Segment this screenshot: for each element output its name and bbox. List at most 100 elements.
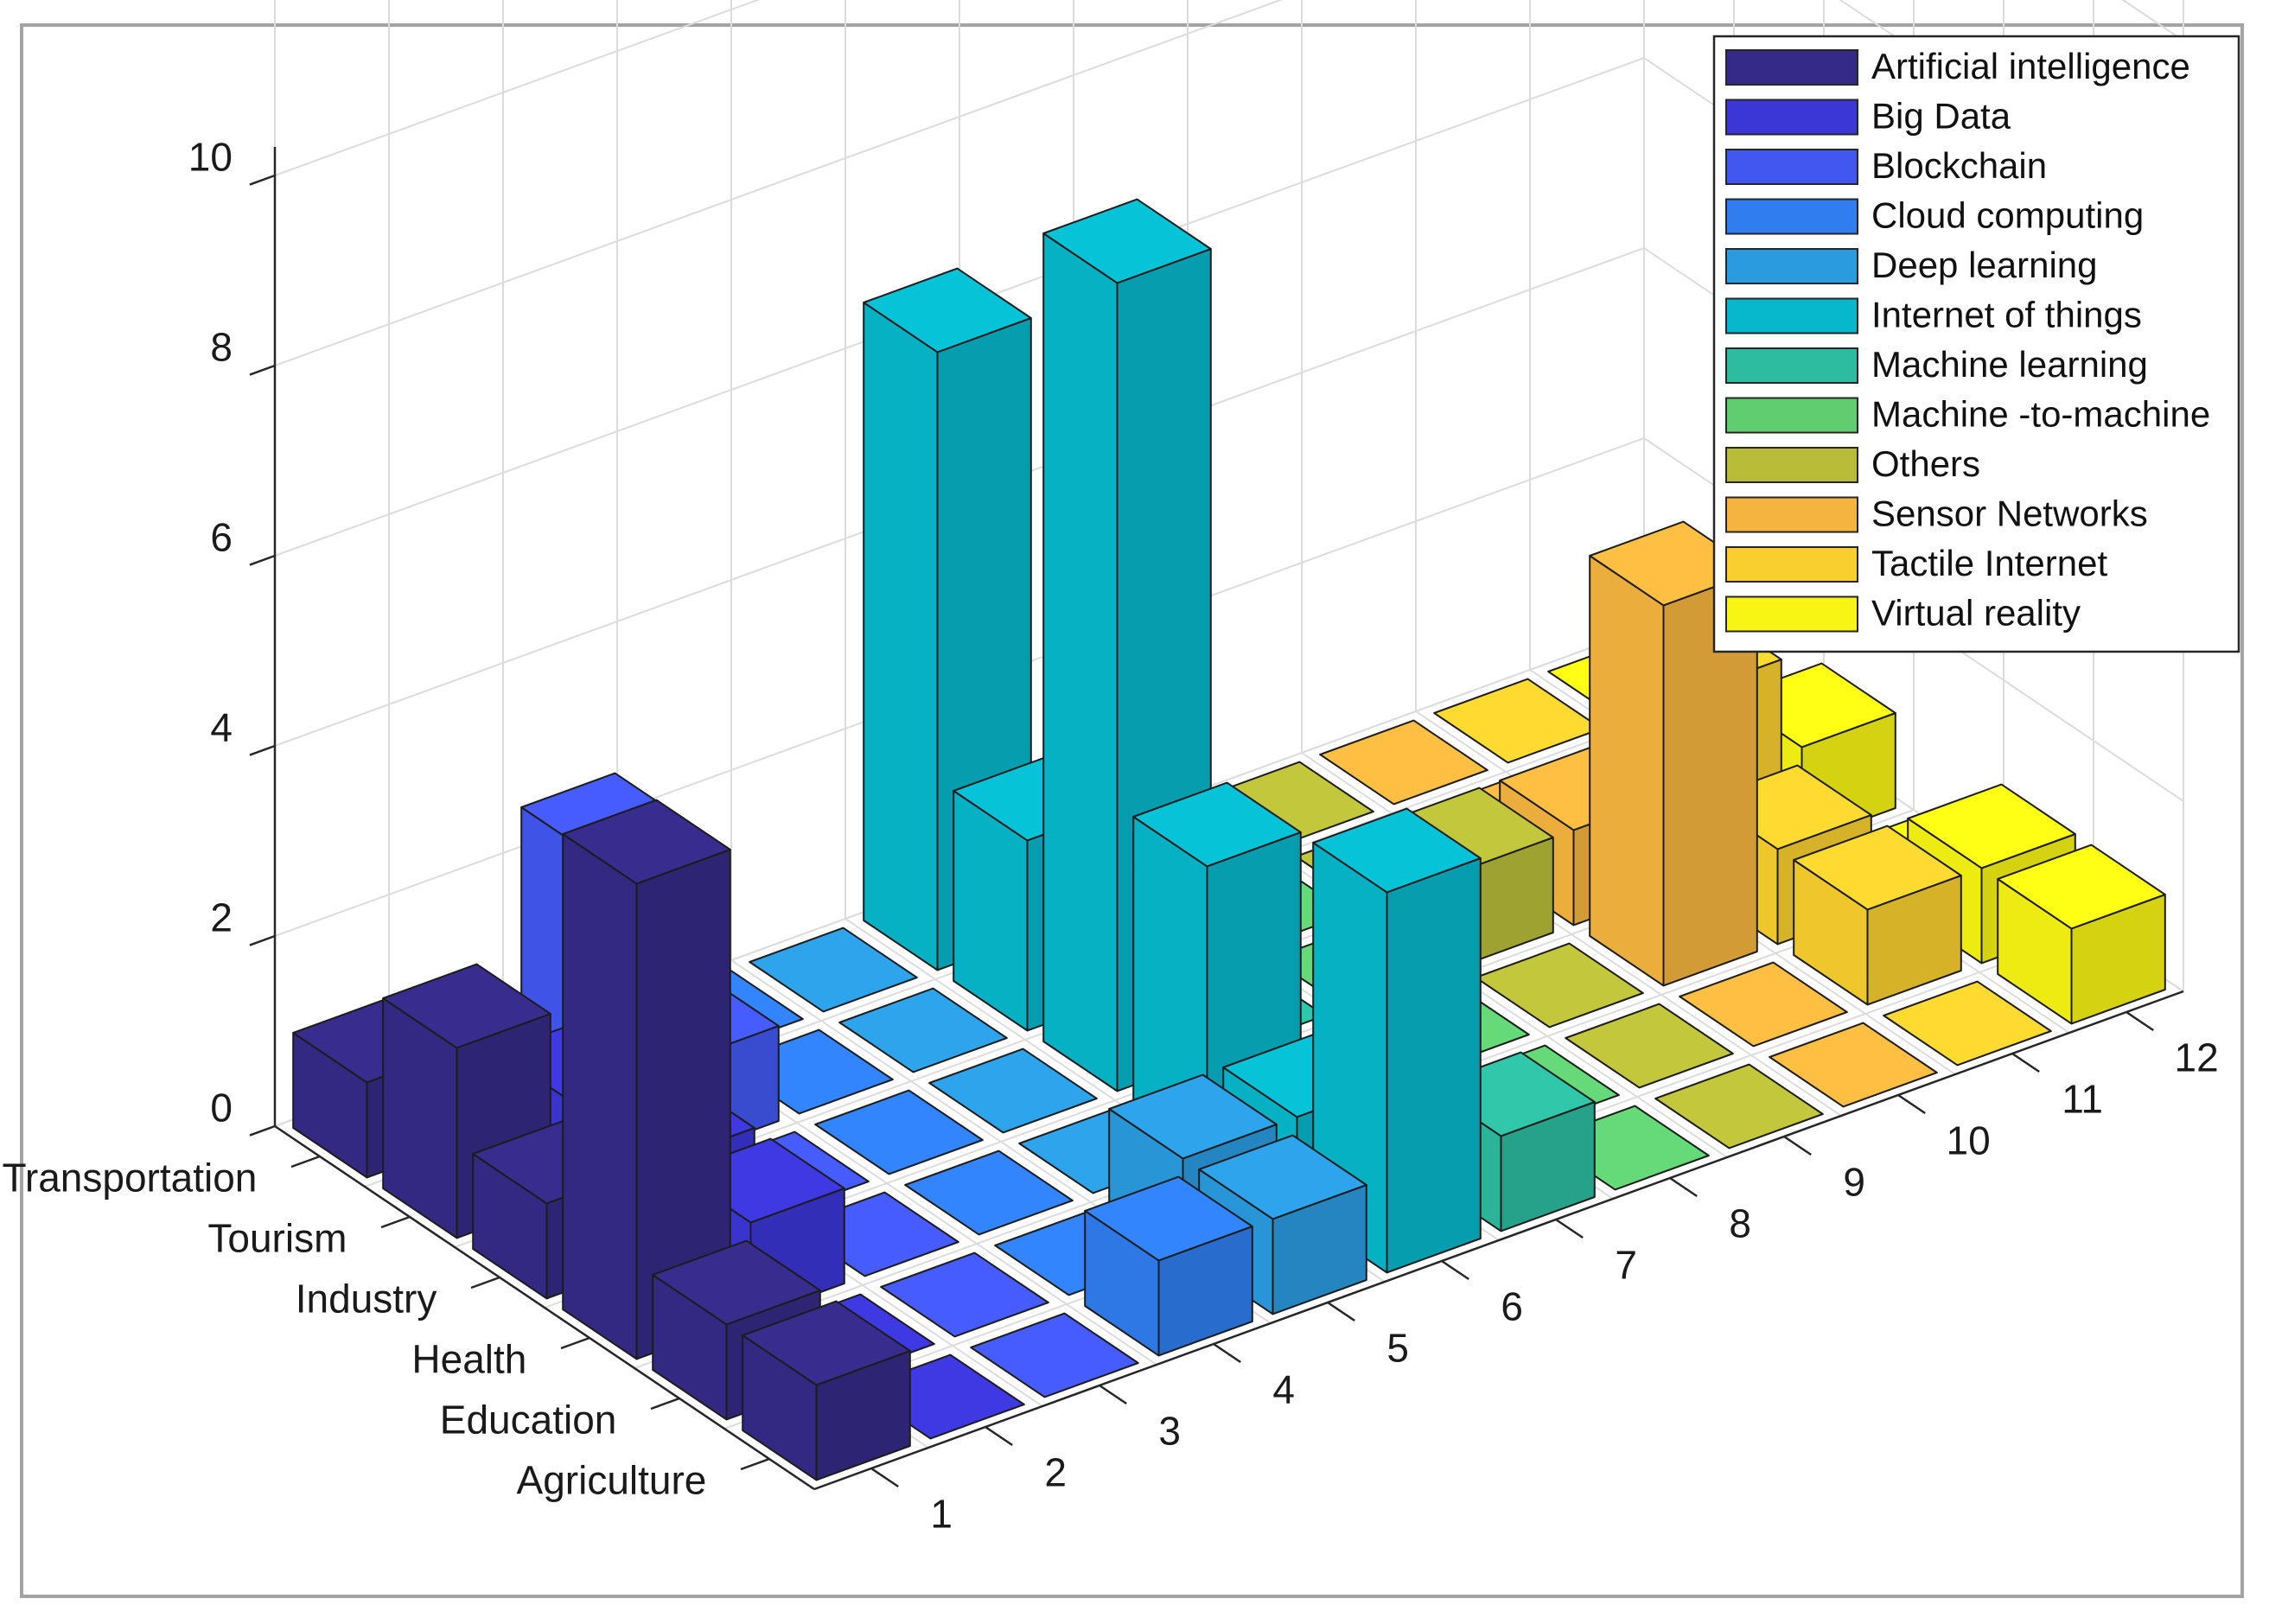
bar-others-agriculture xyxy=(1654,1063,1824,1150)
x-tick xyxy=(870,1467,899,1488)
legend-swatch xyxy=(1725,198,1858,235)
z-tick-label-0: 0 xyxy=(210,1086,233,1130)
bar-deep-learning-industry xyxy=(928,1048,1098,1134)
category-label-transportation: Transportation xyxy=(3,1155,258,1200)
x-tick xyxy=(1783,1135,1812,1156)
category-label-industry: Industry xyxy=(296,1276,437,1321)
legend-label: Others xyxy=(1871,443,1980,484)
y-tick xyxy=(380,1215,411,1229)
legend-item-sensor-networks: Sensor Networks xyxy=(1725,494,2148,534)
x-tick xyxy=(2126,1010,2154,1032)
x-tick-label-9: 9 xyxy=(1843,1160,1865,1205)
category-label-health: Health xyxy=(411,1336,526,1381)
x-tick-label-8: 8 xyxy=(1729,1201,1751,1246)
x-tick xyxy=(985,1425,1013,1447)
x-tick-label-3: 3 xyxy=(1158,1409,1181,1454)
legend-label: Tactile Internet xyxy=(1871,543,2107,583)
bar-cloud-computing-agriculture xyxy=(1084,1175,1253,1357)
x-tick xyxy=(1441,1259,1469,1281)
legend-item-blockchain: Blockchain xyxy=(1725,145,2047,186)
z-tick xyxy=(249,1124,276,1137)
bar-sensor-networks-agriculture xyxy=(1769,1022,1938,1108)
bars xyxy=(292,198,2166,1481)
legend-item-machine-to-machine: Machine -to-machine xyxy=(1725,394,2210,435)
x-tick xyxy=(2011,1052,2040,1073)
bar-sensor-networks-transportation xyxy=(1319,719,1488,806)
z-tick-label-8: 8 xyxy=(210,325,233,370)
bar-tactile-internet-transportation xyxy=(1433,678,1603,764)
bar-cloud-computing-health xyxy=(904,1150,1074,1236)
legend-label: Sensor Networks xyxy=(1871,494,2148,534)
legend-item-machine-learning: Machine learning xyxy=(1725,344,2148,385)
legend-item-artificial-intelligence: Artificial intelligence xyxy=(1725,46,2190,86)
z-tick-label-2: 2 xyxy=(210,895,233,940)
y-tick xyxy=(470,1276,500,1290)
legend-label: Machine -to-machine xyxy=(1871,394,2210,435)
legend-item-deep-learning: Deep learning xyxy=(1725,245,2098,285)
x-tick-label-1: 1 xyxy=(930,1492,953,1537)
bar-artificial-intelligence-health xyxy=(562,799,731,1360)
x-tick xyxy=(1213,1342,1241,1364)
x-tick-label-7: 7 xyxy=(1615,1243,1637,1288)
y-axis xyxy=(274,1124,815,1491)
x-tick-label-5: 5 xyxy=(1386,1326,1409,1371)
bar-blockchain-agriculture xyxy=(970,1312,1139,1398)
category-label-tourism: Tourism xyxy=(207,1215,347,1260)
z-tick xyxy=(249,934,276,946)
legend-swatch xyxy=(1725,595,1858,633)
x-tick xyxy=(1327,1301,1355,1322)
legend-swatch xyxy=(1725,546,1858,583)
x-tick-label-2: 2 xyxy=(1044,1450,1067,1495)
legend-label: Blockchain xyxy=(1871,145,2047,186)
z-tick-label-4: 4 xyxy=(210,705,233,750)
x-tick-label-6: 6 xyxy=(1501,1284,1523,1329)
legend-swatch xyxy=(1725,496,1858,533)
y-tick xyxy=(650,1397,680,1411)
legend-swatch xyxy=(1725,297,1858,334)
bar-others-health xyxy=(1475,942,1644,1029)
legend-label: Cloud computing xyxy=(1871,195,2144,236)
legend-item-internet-of-things: Internet of things xyxy=(1725,295,2142,335)
bar-deep-learning-transportation xyxy=(749,927,918,1013)
legend-swatch xyxy=(1725,397,1858,434)
bar-blockchain-education xyxy=(880,1251,1049,1338)
x-tick-label-11: 11 xyxy=(2062,1077,2103,1122)
legend-swatch xyxy=(1725,149,1858,185)
legend-label: Artificial intelligence xyxy=(1871,46,2190,86)
bar-sensor-networks-education xyxy=(1679,961,1848,1048)
bar-tactile-internet-education xyxy=(1793,825,1962,1006)
category-label-agriculture: Agriculture xyxy=(517,1457,707,1502)
z-tick xyxy=(249,174,276,186)
legend-swatch xyxy=(1725,347,1858,384)
y-tick xyxy=(560,1336,590,1350)
legend-item-big-data: Big Data xyxy=(1725,96,2011,137)
x-tick-label-4: 4 xyxy=(1272,1367,1295,1412)
bar-artificial-intelligence-agriculture xyxy=(742,1300,911,1481)
z-tick xyxy=(249,364,276,376)
legend-label: Virtual reality xyxy=(1871,593,2081,634)
legend-item-others: Others xyxy=(1725,443,1980,484)
legend-label: Machine learning xyxy=(1871,344,2148,385)
category-label-education: Education xyxy=(440,1397,617,1442)
legend-item-cloud-computing: Cloud computing xyxy=(1725,195,2144,236)
axes: 123456789101112AgricultureEducationHealt… xyxy=(3,135,2219,1537)
bar-others-education xyxy=(1565,1003,1734,1089)
x-tick xyxy=(1669,1176,1698,1198)
legend-label: Deep learning xyxy=(1871,245,2098,285)
bar-internet-of-things-agriculture xyxy=(1312,807,1482,1274)
x-tick xyxy=(1099,1384,1127,1405)
bar-deep-learning-tourism xyxy=(838,987,1008,1073)
x-axis xyxy=(813,990,2184,1491)
legend-swatch xyxy=(1725,49,1858,86)
legend-label: Internet of things xyxy=(1871,295,2142,335)
z-tick-label-6: 6 xyxy=(210,515,233,560)
legend-swatch xyxy=(1725,447,1858,483)
y-tick xyxy=(740,1457,770,1471)
bar-virtual-reality-agriculture xyxy=(1997,844,2166,1025)
x-tick-label-10: 10 xyxy=(1947,1118,1991,1163)
legend: Artificial intelligence Big Data Blockchai… xyxy=(1712,35,2240,653)
x-tick xyxy=(1555,1218,1584,1239)
z-tick-label-10: 10 xyxy=(188,135,233,180)
y-tick xyxy=(290,1155,321,1169)
